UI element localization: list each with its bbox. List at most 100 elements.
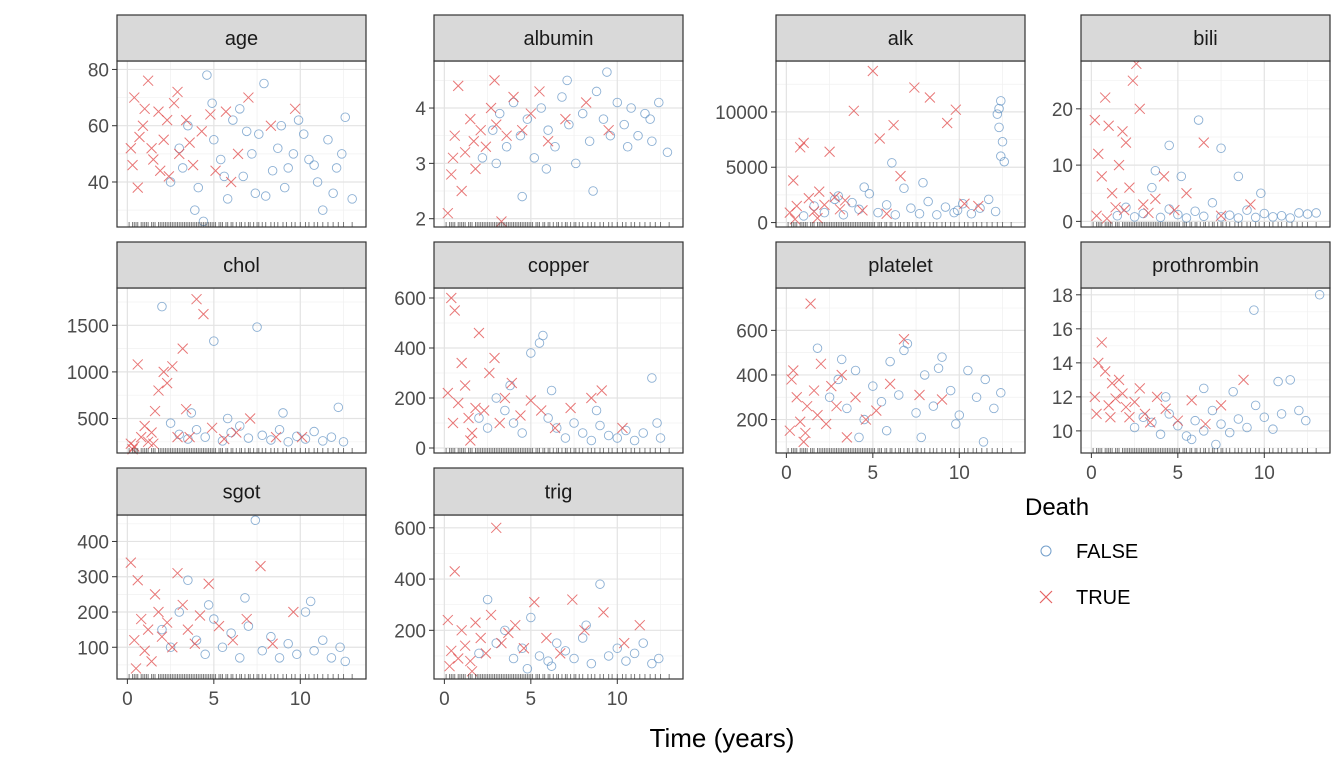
- point-false: [274, 653, 285, 663]
- y-tick-label: 200: [736, 411, 768, 432]
- point-false: [1160, 392, 1171, 402]
- point-false: [1256, 188, 1266, 198]
- point-false: [919, 370, 930, 380]
- point-false: [209, 336, 219, 346]
- point-false: [508, 418, 519, 428]
- point-true: [456, 185, 468, 197]
- point-false: [577, 633, 588, 643]
- point-false: [1294, 405, 1304, 416]
- point-false: [842, 403, 852, 414]
- point-true: [475, 632, 487, 644]
- point-false: [638, 638, 648, 648]
- point-false: [588, 186, 598, 196]
- point-true: [289, 103, 301, 115]
- point-true: [525, 108, 537, 119]
- point-true: [177, 343, 189, 354]
- strip-label-age: age: [225, 28, 258, 50]
- point-false: [226, 628, 236, 638]
- point-true: [132, 359, 144, 370]
- point-true: [267, 638, 278, 650]
- point-false: [309, 426, 319, 437]
- point-true: [535, 405, 547, 416]
- y-tick-label: 400: [394, 570, 426, 591]
- point-false: [864, 189, 875, 199]
- point-false: [612, 433, 623, 443]
- point-true: [230, 427, 242, 438]
- strip-label-albumin: albumin: [523, 28, 593, 50]
- point-false: [508, 97, 519, 108]
- point-true: [447, 417, 459, 429]
- point-false: [868, 381, 878, 391]
- point-true: [203, 578, 214, 590]
- point-true: [485, 102, 497, 114]
- x-axis-title: Time (years): [650, 723, 795, 753]
- point-false: [254, 129, 264, 139]
- x-tick-label: 10: [1254, 463, 1275, 484]
- point-false: [543, 413, 553, 423]
- point-true: [898, 333, 910, 345]
- point-true: [180, 114, 192, 126]
- point-false: [577, 108, 588, 119]
- point-false: [333, 402, 344, 413]
- y-tick-label: 200: [77, 603, 109, 624]
- point-false: [266, 435, 276, 445]
- x-tick-label: 0: [1086, 463, 1097, 484]
- point-false: [165, 642, 176, 653]
- point-false: [971, 392, 982, 403]
- point-false: [267, 165, 278, 176]
- point-true: [205, 109, 216, 120]
- point-true: [586, 392, 597, 404]
- point-true: [794, 416, 806, 428]
- panels-layer: 406080age234albumin0500010000alk01020bil…: [67, 14, 1331, 680]
- strip-background: [433, 467, 684, 516]
- point-false: [640, 108, 650, 119]
- point-false: [647, 136, 657, 146]
- point-true: [173, 148, 185, 160]
- point-false: [259, 78, 269, 89]
- point-true: [617, 422, 628, 434]
- point-true: [475, 124, 487, 136]
- point-true: [1113, 159, 1125, 171]
- point-false: [1186, 434, 1197, 445]
- point-true: [1200, 418, 1211, 430]
- point-true: [442, 207, 454, 219]
- point-true: [213, 620, 225, 632]
- panel-background: [776, 61, 1025, 227]
- point-false: [534, 651, 545, 661]
- point-true: [1091, 408, 1102, 420]
- y-tick-label: 18: [1052, 286, 1073, 307]
- point-true: [1110, 393, 1121, 404]
- point-true: [463, 412, 474, 424]
- point-false: [994, 103, 1004, 114]
- point-false: [318, 635, 328, 645]
- point-false: [347, 194, 357, 204]
- point-true: [470, 617, 481, 628]
- panel-platelet: 200 400 600 platelet: [736, 241, 1026, 454]
- x-tick-label: 0: [122, 689, 133, 710]
- point-false: [1285, 213, 1295, 223]
- point-false: [1164, 140, 1174, 151]
- point-false: [1250, 212, 1261, 223]
- point-false: [1314, 290, 1325, 300]
- point-true: [452, 653, 464, 664]
- legend-key-true: TRUE: [1039, 587, 1130, 609]
- point-false: [619, 119, 629, 130]
- x-axis: 0 5 10: [122, 679, 311, 710]
- point-false: [247, 149, 257, 159]
- point-false: [996, 151, 1006, 161]
- point-true: [184, 137, 195, 148]
- point-false: [250, 188, 261, 198]
- point-false: [1301, 415, 1311, 426]
- point-false: [662, 147, 673, 158]
- x-tick-label: 0: [439, 689, 450, 710]
- y-tick-label: 0: [757, 214, 768, 235]
- point-true: [1186, 394, 1198, 406]
- point-false: [293, 115, 304, 125]
- point-true: [128, 634, 140, 646]
- point-true: [161, 617, 173, 628]
- y-tick-label: 600: [394, 289, 426, 310]
- point-false: [552, 423, 562, 433]
- point-true: [445, 292, 457, 304]
- point-false: [996, 96, 1006, 106]
- point-false: [654, 653, 664, 664]
